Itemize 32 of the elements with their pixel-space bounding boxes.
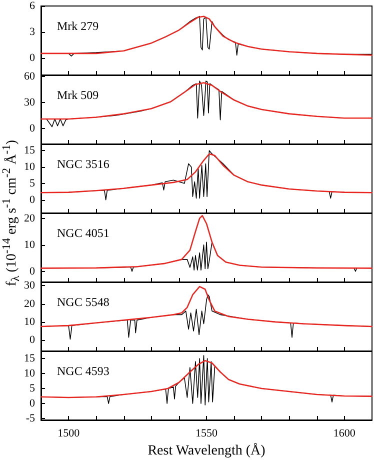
y-tick-label: 10 [24,161,36,173]
y-tick-label: 30 [24,96,36,109]
y-tick-label: 0 [30,52,36,64]
y-tick-label: 3 [30,26,36,38]
annotation: NGC 5548 [57,295,110,309]
annotation: NGC 4593 [57,364,110,378]
y-tick-label: 10 [24,238,36,251]
y-tick-label: 60 [24,70,36,83]
y-tick-label: 10 [24,316,36,328]
y-tick-label: 0 [30,122,36,134]
y-tick-label: 0 [30,334,36,346]
y-tick-label: 5 [30,382,36,394]
x-axis-title: Rest Wavelength (Å) [148,442,266,458]
y-tick-label: 0 [30,398,36,410]
annotation: NGC 4051 [57,226,110,240]
annotation: NGC 3516 [57,157,110,171]
y-tick-label: 20 [24,298,36,310]
x-tick-label: 1550 [196,428,218,440]
y-tick-label: 0 [30,265,36,278]
y-tick-label: -5 [26,412,36,424]
y-tick-label: 15 [24,144,36,157]
y-tick-label: 30 [24,280,36,292]
x-tick-label: 1500 [58,428,80,440]
y-tick-label: 10 [24,368,36,380]
annotation: Mrk 279 [57,19,99,33]
annotation: Mrk 509 [57,88,99,102]
y-tick-label: 6 [30,0,36,12]
y-tick-label: 5 [30,177,36,190]
y-tick-label: 15 [24,352,36,364]
y-tick-label: 0 [30,194,36,206]
x-tick-label: 1600 [333,428,356,440]
y-tick-label: 20 [24,212,36,224]
